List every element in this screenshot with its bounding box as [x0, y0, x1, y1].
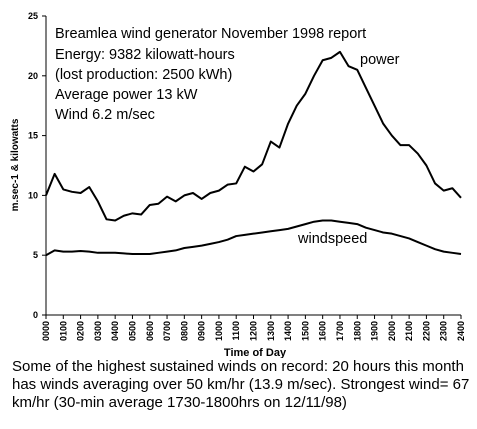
chart-title: Breamlea wind generator November 1998 re…: [55, 26, 366, 42]
y-tick-label: 20: [28, 71, 38, 81]
y-tick-label: 15: [28, 131, 38, 141]
x-tick-label: 0900: [197, 321, 207, 341]
annotation: Energy: 9382 kilowatt-hours: [55, 47, 235, 63]
x-tick-label: 2400: [456, 321, 466, 341]
x-tick-label: 0600: [145, 321, 155, 341]
y-tick-label: 5: [33, 250, 38, 260]
x-tick-label: 0500: [127, 321, 137, 341]
x-tick-label: 1900: [370, 321, 380, 341]
chart: Breamlea wind generator November 1998 re…: [10, 11, 466, 358]
series-line: [45, 219, 462, 257]
x-tick-label: 1100: [231, 321, 241, 341]
x-tick-label: 2200: [421, 321, 431, 341]
y-tick-label: 0: [33, 310, 38, 320]
x-tick-label: 1700: [335, 321, 345, 341]
x-axis-label: Time of Day: [224, 347, 287, 358]
annotation: Wind 6.2 m/sec: [55, 107, 155, 123]
caption: Some of the highest sustained winds on r…: [12, 358, 470, 411]
y-axis-label: m.sec-1 & kilowatts: [10, 118, 21, 211]
x-tick-label: 1200: [249, 321, 259, 341]
x-tick-label: 1500: [300, 321, 310, 341]
x-tick-label: 0200: [76, 321, 86, 341]
x-tick-label: 0700: [162, 321, 172, 341]
y-tick-label: 10: [28, 190, 38, 200]
series-line: [45, 50, 462, 222]
x-tick-label: 1600: [318, 321, 328, 341]
x-tick-label: 1800: [352, 321, 362, 341]
y-tick-label: 25: [28, 11, 38, 21]
x-tick-label: 0300: [93, 321, 103, 341]
x-tick-label: 1400: [283, 321, 293, 341]
x-tick-label: 2000: [387, 321, 397, 341]
x-tick-label: 2100: [404, 321, 414, 341]
x-tick-label: 1000: [214, 321, 224, 341]
x-tick-label: 2300: [439, 321, 449, 341]
x-tick-label: 0800: [179, 321, 189, 341]
x-tick-label: 1300: [266, 321, 276, 341]
x-tick-label: 0100: [58, 321, 68, 341]
annotation: Average power 13 kW: [55, 87, 198, 103]
x-tick-label: 0400: [110, 321, 120, 341]
series-label: windspeed: [297, 231, 367, 247]
series-label: power: [360, 52, 400, 68]
x-tick-label: 0000: [41, 321, 51, 341]
annotation: (lost production: 2500 kWh): [55, 67, 232, 83]
